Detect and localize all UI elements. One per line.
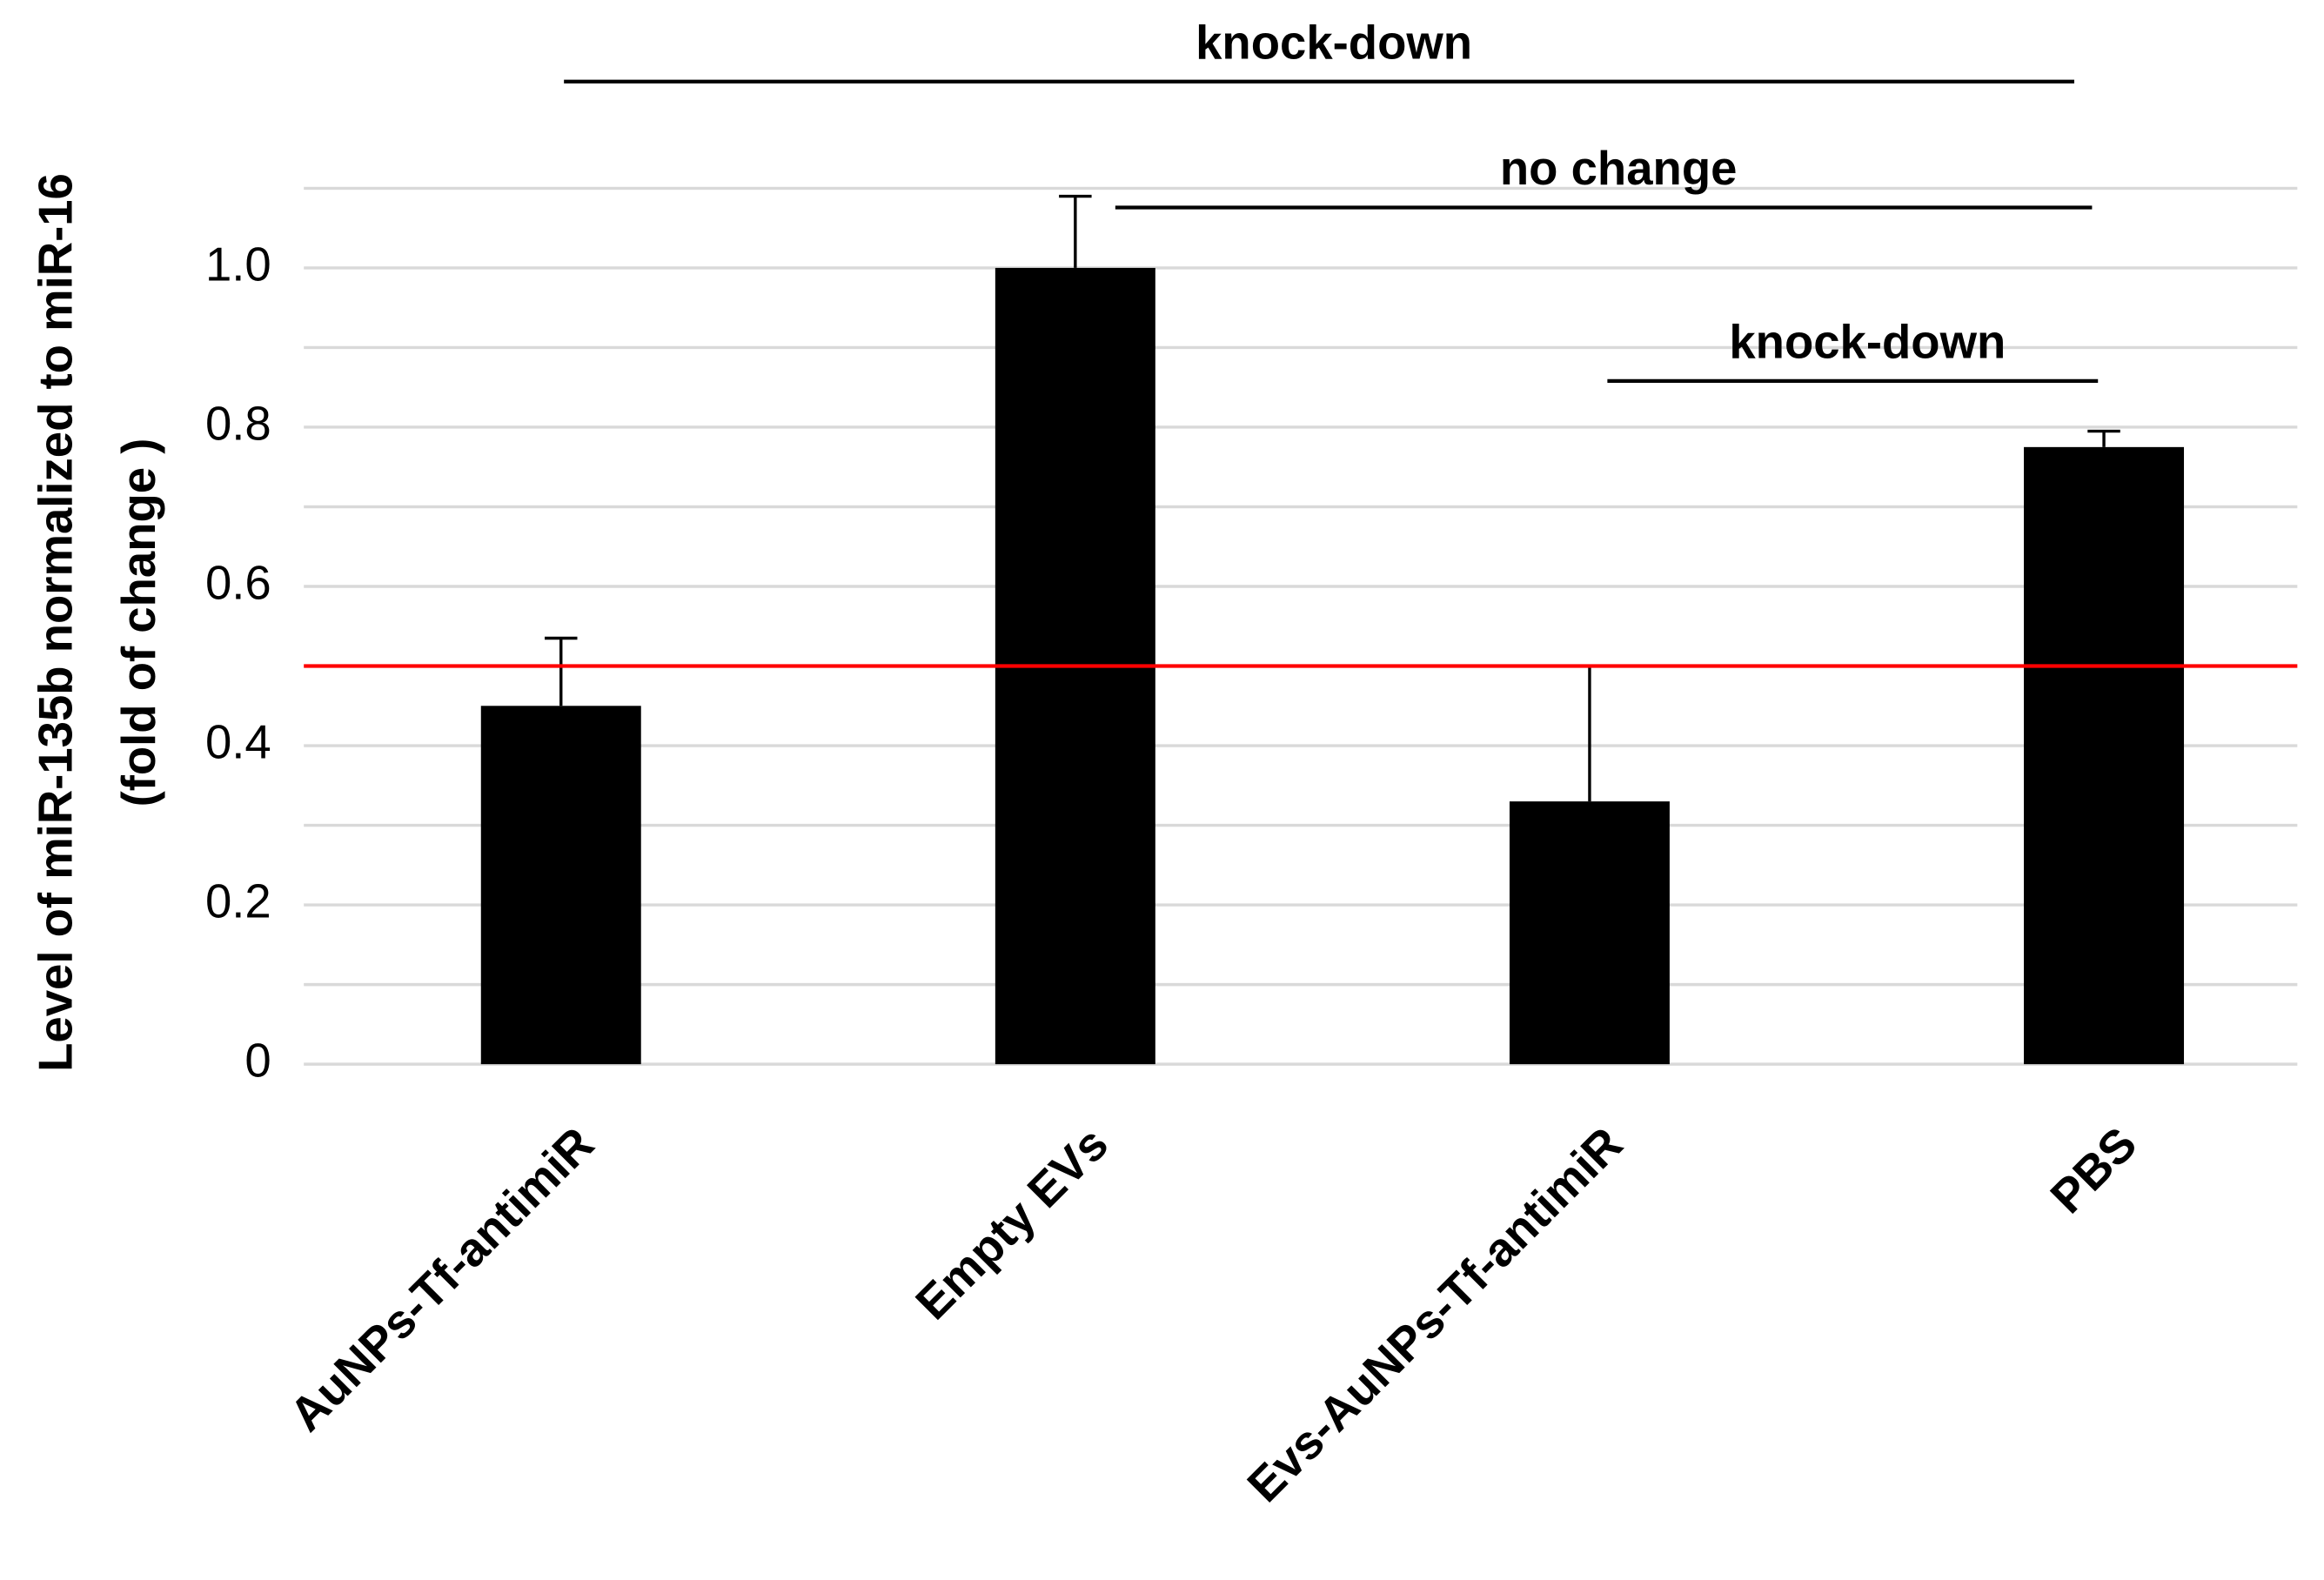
comparison-label: knock-down bbox=[1195, 16, 1472, 69]
y-axis-title-line: Level of miR-135b normalized to miR-16 bbox=[30, 173, 83, 1072]
y-tick-label: 0.4 bbox=[205, 715, 271, 768]
bar bbox=[480, 706, 641, 1065]
y-tick-label: 0 bbox=[244, 1034, 271, 1088]
comparison-label: knock-down bbox=[1729, 315, 2006, 368]
x-tick-label: PBS bbox=[2040, 1117, 2147, 1223]
y-tick-label: 0.6 bbox=[205, 556, 271, 609]
x-tick-label: AuNPs-Tf-antimiR bbox=[279, 1117, 604, 1442]
bar bbox=[1509, 801, 1670, 1065]
y-tick-label: 0.2 bbox=[205, 875, 271, 928]
x-tick-label: Empty EVs bbox=[906, 1117, 1118, 1329]
x-tick-label-group: AuNPs-Tf-antimiR bbox=[279, 1117, 604, 1442]
bar bbox=[2024, 446, 2185, 1065]
x-tick-label-group: Evs-AuNPs-Tf-antimiR bbox=[1237, 1117, 1632, 1512]
y-axis-title-line: (fold of change ) bbox=[112, 439, 165, 807]
y-tick-label: 1.0 bbox=[205, 238, 271, 291]
comparison-label: no change bbox=[1500, 142, 1738, 195]
y-axis-title: Level of miR-135b normalized to miR-16 (… bbox=[30, 173, 165, 1072]
y-tick-label: 0.8 bbox=[205, 397, 271, 450]
x-tick-label-group: Empty EVs bbox=[906, 1117, 1118, 1329]
x-tick-label: Evs-AuNPs-Tf-antimiR bbox=[1237, 1117, 1632, 1512]
x-tick-label-group: PBS bbox=[2040, 1117, 2147, 1223]
